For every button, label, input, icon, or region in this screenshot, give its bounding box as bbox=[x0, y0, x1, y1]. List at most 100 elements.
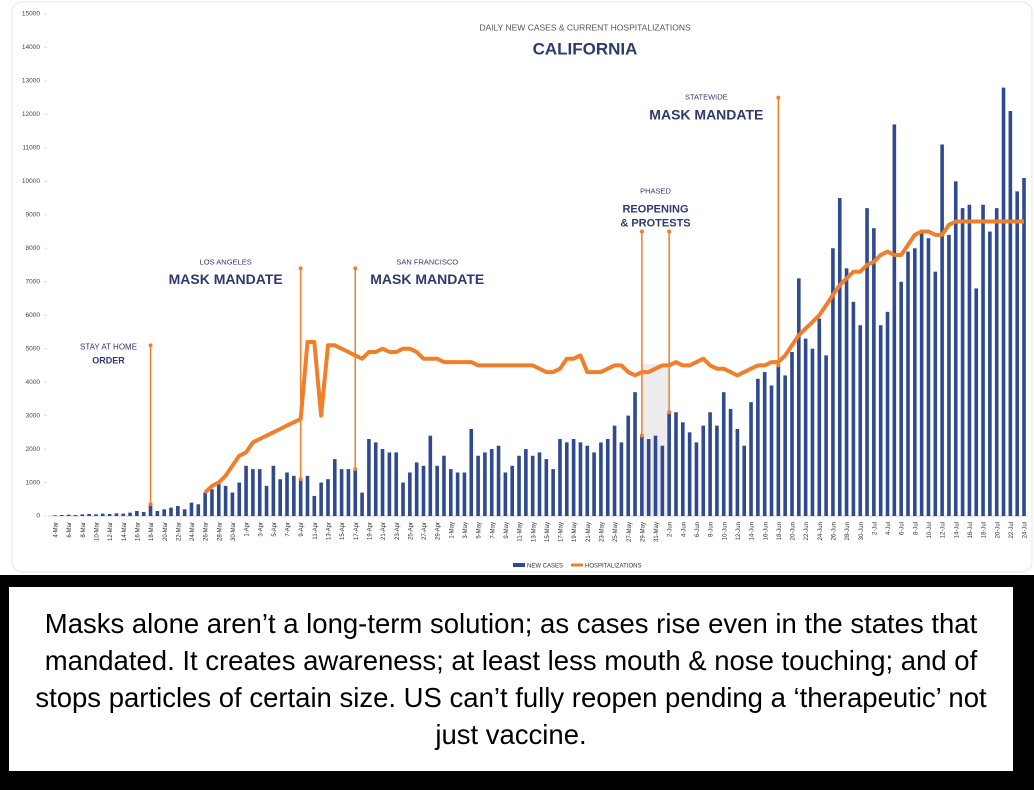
bar bbox=[60, 514, 64, 516]
x-tick-label: 13-May bbox=[531, 522, 537, 542]
bar bbox=[141, 511, 146, 516]
bar bbox=[919, 231, 924, 517]
y-tick-label: 4000 bbox=[26, 379, 41, 386]
bar bbox=[742, 445, 747, 516]
bar bbox=[687, 432, 692, 516]
bar bbox=[926, 238, 931, 516]
bar bbox=[544, 459, 549, 516]
bar bbox=[346, 469, 351, 516]
bar bbox=[503, 472, 508, 516]
bar bbox=[292, 475, 296, 516]
x-tick-label: 5-Apr bbox=[272, 522, 278, 537]
bar bbox=[94, 514, 98, 516]
bar bbox=[421, 465, 426, 516]
bar bbox=[667, 412, 671, 516]
x-tick-label: 30-Jun bbox=[859, 522, 865, 540]
bar bbox=[810, 348, 815, 516]
x-tick-label: 22-Jul bbox=[1009, 522, 1015, 538]
annotation-label: LOS ANGELES bbox=[200, 257, 252, 266]
bar bbox=[114, 513, 119, 516]
x-tick-label: 20-Jun bbox=[791, 522, 797, 540]
bar bbox=[728, 408, 733, 516]
x-tick-label: 7-Apr bbox=[286, 522, 292, 537]
bar bbox=[189, 502, 194, 516]
bar bbox=[564, 442, 569, 516]
bar bbox=[558, 439, 562, 516]
bar bbox=[953, 181, 958, 517]
x-tick-label: 12-Jul bbox=[941, 522, 947, 538]
bar bbox=[872, 228, 876, 517]
bar bbox=[169, 507, 173, 516]
x-tick-label: 16-Jun bbox=[763, 522, 769, 540]
bar bbox=[394, 452, 398, 516]
bar bbox=[414, 462, 419, 516]
x-tick-label: 15-May bbox=[545, 522, 551, 542]
bar bbox=[408, 472, 412, 516]
annotation-dot bbox=[667, 410, 672, 415]
bar bbox=[469, 428, 474, 516]
annotation-label: STAY AT HOME bbox=[80, 342, 137, 351]
x-tick-label: 16-Jul bbox=[968, 522, 974, 538]
bar bbox=[121, 513, 126, 516]
bar bbox=[803, 338, 808, 516]
y-tick-label: 14000 bbox=[22, 44, 40, 51]
x-tick-label: 8-Jun bbox=[709, 522, 715, 537]
x-tick-label: 2-Jul bbox=[872, 522, 878, 535]
bar bbox=[906, 251, 910, 516]
bar bbox=[80, 514, 85, 516]
bar bbox=[837, 198, 842, 517]
bar bbox=[578, 442, 583, 516]
x-tick-label: 25-May bbox=[613, 522, 619, 542]
bar bbox=[960, 208, 965, 516]
x-tick-label: 26-Jun bbox=[832, 522, 838, 540]
annotation-label: REOPENING bbox=[622, 203, 688, 215]
bar bbox=[933, 271, 938, 516]
bar bbox=[633, 392, 637, 516]
bar bbox=[264, 485, 269, 516]
x-tick-label: 5-May bbox=[477, 522, 483, 539]
bar bbox=[790, 352, 794, 516]
annotation-label: MASK MANDATE bbox=[370, 271, 484, 287]
x-tick-label: 13-Apr bbox=[327, 522, 333, 540]
x-tick-label: 9-May bbox=[504, 522, 510, 539]
bar bbox=[844, 268, 849, 516]
bar bbox=[373, 442, 378, 516]
bar bbox=[216, 482, 221, 516]
y-tick-label: 1000 bbox=[26, 479, 41, 486]
y-tick-label: 0 bbox=[36, 513, 40, 520]
annotation-dot bbox=[639, 433, 644, 438]
bar bbox=[223, 485, 228, 516]
bar bbox=[1022, 177, 1026, 516]
y-tick-label: 5000 bbox=[26, 345, 41, 352]
bar bbox=[749, 402, 753, 516]
bar bbox=[367, 439, 371, 516]
bar bbox=[701, 425, 706, 516]
x-tick-label: 14-Jul bbox=[954, 522, 960, 538]
x-tick-label: 11-Apr bbox=[313, 522, 319, 540]
annotation-label: ORDER bbox=[92, 356, 125, 366]
y-tick-label: 15000 bbox=[22, 11, 40, 18]
x-tick-label: 10-Jun bbox=[722, 522, 728, 540]
bar bbox=[797, 278, 801, 516]
bar bbox=[210, 489, 214, 516]
bar bbox=[612, 425, 617, 516]
bar bbox=[128, 512, 132, 516]
bar bbox=[817, 318, 822, 516]
bar bbox=[230, 492, 235, 516]
bar bbox=[448, 469, 453, 516]
x-tick-label: 16-Mar bbox=[135, 522, 141, 541]
bar bbox=[974, 288, 979, 516]
x-tick-label: 4-Mar bbox=[54, 522, 60, 538]
x-tick-label: 28-Mar bbox=[217, 522, 223, 541]
bar bbox=[735, 428, 740, 516]
bar bbox=[251, 469, 255, 516]
x-tick-label: 24-Jul bbox=[1023, 522, 1029, 538]
bar bbox=[87, 513, 91, 516]
x-tick-label: 29-May bbox=[640, 522, 646, 542]
x-tick-label: 1-May bbox=[449, 522, 455, 539]
bar bbox=[694, 442, 699, 516]
bar bbox=[1015, 191, 1019, 516]
bar bbox=[524, 449, 528, 516]
bar bbox=[865, 208, 869, 516]
